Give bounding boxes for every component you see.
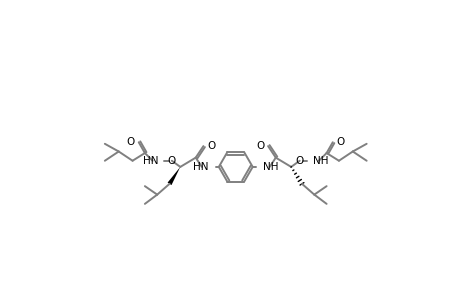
Text: HN: HN (193, 162, 208, 172)
Text: O: O (295, 156, 303, 166)
Text: O: O (336, 137, 344, 147)
Text: O: O (255, 141, 263, 151)
Text: NH: NH (262, 162, 278, 172)
Text: NH: NH (312, 156, 328, 166)
Text: O: O (126, 137, 134, 147)
Polygon shape (167, 167, 180, 185)
Text: HN: HN (143, 156, 158, 166)
Text: O: O (207, 141, 215, 151)
Text: O: O (168, 156, 176, 166)
